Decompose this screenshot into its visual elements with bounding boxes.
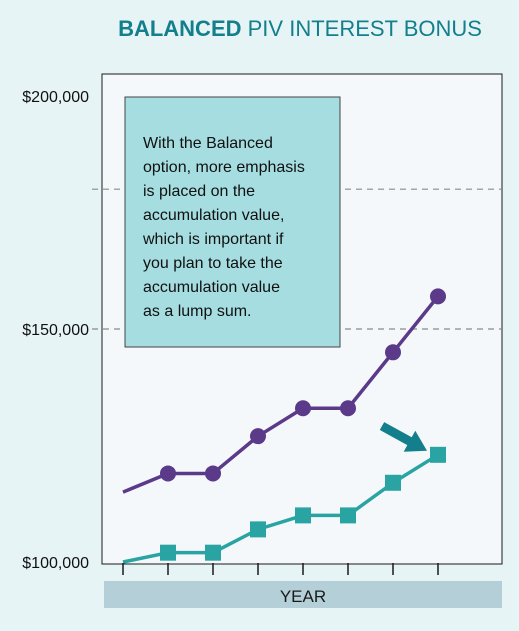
y-tick-label: $200,000 [22, 89, 89, 106]
note-line: you plan to take the [143, 255, 283, 272]
data-point [205, 544, 221, 561]
data-point [430, 288, 446, 305]
data-point [340, 400, 356, 417]
data-point [385, 344, 401, 361]
y-tick-label: $150,000 [22, 322, 89, 339]
x-axis-band [104, 581, 502, 608]
data-point [295, 507, 311, 524]
data-point [385, 474, 401, 491]
note-line: accumulation value, [143, 207, 284, 224]
note-box [124, 96, 341, 348]
data-point [340, 507, 356, 524]
note-text: With the Balanced option, more emphasis is… [142, 135, 305, 320]
data-point [160, 544, 176, 561]
y-axis-ticks: $100,000 $150,000 $200,000 [22, 89, 89, 572]
chart-title: BALANCED PIV INTEREST BONUS [118, 16, 482, 41]
note-line: which is important if [142, 231, 284, 248]
note-line: accumulation value [143, 279, 280, 296]
data-point [430, 446, 446, 463]
data-point [250, 428, 266, 445]
x-axis-label: YEAR [280, 587, 326, 606]
y-tick-label: $100,000 [22, 555, 89, 572]
note-line: as a lump sum. [143, 303, 251, 320]
chart-title-rest: PIV INTEREST BONUS [242, 16, 482, 41]
data-point [250, 521, 266, 538]
series-layer [122, 288, 446, 564]
arrow-layer [379, 422, 427, 452]
chart-title-bold: BALANCED [118, 16, 241, 41]
data-point [205, 465, 221, 482]
pointer-arrow-icon [379, 422, 427, 452]
x-axis-ticks [122, 563, 439, 575]
note-line: option, more emphasis [143, 159, 305, 176]
data-point [160, 465, 176, 482]
note-line: is placed on the [143, 183, 255, 200]
note-line: With the Balanced [143, 135, 273, 152]
data-point [295, 400, 311, 417]
